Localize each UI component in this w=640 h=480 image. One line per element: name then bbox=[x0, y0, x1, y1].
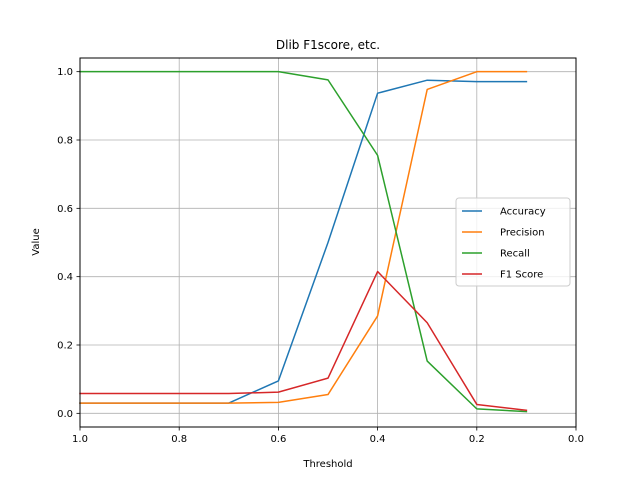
x-tick-label: 0.2 bbox=[469, 434, 485, 445]
y-axis-label: Value bbox=[31, 228, 42, 255]
x-tick-label: 0.6 bbox=[270, 434, 286, 445]
series-lines bbox=[79, 70, 528, 413]
x-tick-label: 0.4 bbox=[370, 434, 386, 445]
y-tick-label: 1.0 bbox=[57, 67, 73, 78]
x-axis-label: Threshold bbox=[302, 459, 352, 470]
x-tick-label: 0.8 bbox=[171, 434, 187, 445]
legend-label-precision: Precision bbox=[500, 228, 545, 239]
series-line-recall bbox=[79, 70, 528, 413]
legend: Accuracy Precision Recall F1 Score bbox=[455, 197, 571, 287]
legend-label-recall: Recall bbox=[500, 249, 530, 260]
legend-label-f1-score: F1 Score bbox=[500, 270, 543, 281]
series-line-f1-score bbox=[79, 270, 528, 412]
chart-title: Dlib F1score, etc. bbox=[276, 38, 380, 52]
series-line-precision bbox=[79, 70, 528, 404]
y-tick-label: 0.8 bbox=[57, 136, 73, 147]
y-tick-label: 0.2 bbox=[57, 341, 73, 352]
legend-box bbox=[455, 197, 571, 287]
x-tick-label: 0.0 bbox=[568, 434, 584, 445]
plot-frame bbox=[79, 57, 577, 428]
y-tick-label: 0.0 bbox=[57, 409, 73, 420]
y-tick-label: 0.4 bbox=[57, 272, 73, 283]
legend-label-accuracy: Accuracy bbox=[500, 207, 546, 218]
x-tick-label: 1.0 bbox=[72, 434, 88, 445]
x-axis-ticks: 1.0 0.8 0.6 0.4 0.2 0.0 bbox=[72, 427, 584, 445]
y-tick-label: 0.6 bbox=[57, 204, 73, 215]
y-axis-ticks: 0.0 0.2 0.4 0.6 0.8 1.0 bbox=[57, 67, 80, 420]
